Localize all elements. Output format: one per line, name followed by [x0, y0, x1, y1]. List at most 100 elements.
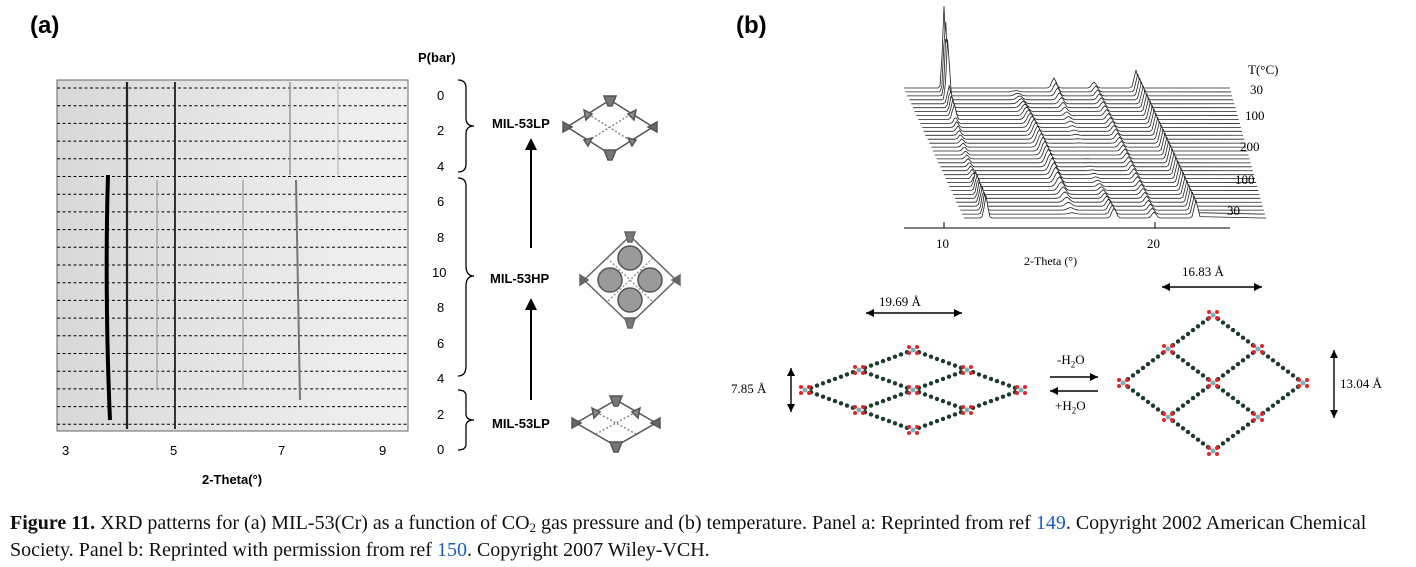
oxygen-atom: [969, 411, 973, 415]
linker-atom: [952, 372, 958, 377]
pressure-tick: 4: [437, 371, 445, 387]
linker-atom: [880, 398, 886, 404]
metal-node: [1210, 312, 1216, 318]
panel-a-x-axis-label: 2-Theta(°): [202, 472, 263, 487]
oxygen-atom: [1297, 384, 1301, 388]
metal-node: [856, 407, 862, 413]
linker-atom: [1190, 395, 1196, 401]
linker-atom: [994, 396, 1000, 402]
oxygen-atom: [1215, 384, 1219, 388]
linker-atom: [874, 401, 880, 406]
ref-link-150[interactable]: 150: [436, 539, 467, 561]
linker-atom: [874, 361, 880, 366]
linker-atom: [1195, 437, 1201, 442]
metal-node: [910, 427, 916, 433]
dehydration-label: -H2O: [1057, 352, 1085, 370]
linker-atom: [1175, 407, 1181, 412]
oxygen-atom: [799, 385, 803, 389]
xrd-trace: [964, 195, 1266, 219]
linker-atom: [874, 374, 880, 379]
linker-atom: [994, 378, 1000, 384]
linker-atom: [1185, 331, 1191, 337]
linker-atom: [1135, 392, 1141, 397]
panel-b-x-axis-label: 2-Theta (°): [1024, 254, 1078, 268]
linker-atom: [1235, 361, 1241, 367]
linker-atom: [928, 394, 934, 399]
oxygen-atom: [961, 365, 965, 369]
metal-node: [1165, 414, 1171, 420]
linker-atom: [892, 354, 898, 359]
linker-atom: [886, 356, 892, 362]
linker-atom: [1240, 358, 1246, 363]
metal-node: [910, 347, 916, 353]
linker-atom: [892, 394, 898, 399]
linker-atom: [934, 356, 940, 362]
oxygen-atom: [1305, 384, 1309, 388]
caption-text-2: gas pressure and (b) temperature. Panel …: [536, 512, 1036, 534]
oxygen-atom: [1207, 310, 1211, 314]
figure-caption: Figure 11. XRD patterns for (a) MIL-53(C…: [10, 510, 1410, 564]
xrd-trace: [922, 109, 1241, 128]
xrd-trace: [925, 117, 1244, 136]
linker-atom: [1290, 388, 1296, 393]
arrowhead-top: [525, 138, 537, 150]
linker-atom: [946, 401, 952, 406]
oxygen-atom: [861, 405, 865, 409]
linker-atom: [826, 396, 832, 402]
linker-atom: [1135, 369, 1141, 374]
linker-atom: [826, 378, 832, 384]
linker-atom: [814, 392, 820, 397]
linker-atom: [1245, 422, 1251, 427]
metal-node: [1120, 380, 1126, 386]
pressure-tick: 10: [432, 265, 447, 280]
metal-node: [1210, 448, 1216, 454]
linker-atom: [952, 403, 958, 408]
linker-atom: [1175, 354, 1181, 359]
metal-node: [1210, 380, 1216, 386]
oxygen-atom: [907, 385, 911, 389]
oxygen-atom: [1162, 412, 1166, 416]
linker-atom: [1270, 403, 1276, 408]
ref-link-149[interactable]: 149: [1035, 512, 1066, 534]
linker-atom: [928, 354, 934, 359]
linker-atom: [976, 403, 982, 408]
linker-atom: [940, 416, 946, 422]
oxygen-atom: [1207, 452, 1211, 456]
linker-atom: [1225, 369, 1231, 374]
oxygen-atom: [1015, 385, 1019, 389]
oxygen-atom: [1117, 384, 1121, 388]
brace-middle: [457, 177, 475, 377]
temperature-header: T(°C): [1248, 62, 1279, 77]
linker-atom: [928, 421, 934, 426]
structure-diagrams-b: [787, 283, 1338, 456]
metal-node: [1018, 387, 1024, 393]
linker-atom: [1200, 388, 1206, 393]
linker-atom: [898, 392, 904, 397]
linker-atom: [1230, 365, 1236, 371]
oxygen-atom: [853, 365, 857, 369]
narrow-pore-lattice: [799, 345, 1027, 435]
linker-atom: [1265, 407, 1271, 412]
oxygen-atom: [853, 371, 857, 375]
linker-atom: [1200, 441, 1206, 446]
linker-atom: [922, 392, 928, 397]
pressure-tick: 2: [437, 406, 445, 422]
oxygen-atom: [1252, 350, 1256, 354]
oxygen-atom: [907, 425, 911, 429]
linker-atom: [946, 361, 952, 366]
linker-atom: [868, 372, 874, 377]
linker-atom: [1225, 324, 1231, 329]
linker-atom: [820, 381, 826, 386]
linker-atom: [1265, 354, 1271, 359]
linker-atom: [934, 378, 940, 384]
pressure-tick: 8: [437, 229, 445, 245]
linker-atom: [1180, 403, 1186, 408]
linker-atom: [946, 414, 952, 419]
metal-node: [856, 367, 862, 373]
linker-atom: [952, 412, 958, 417]
xrd-trace: [952, 176, 1260, 195]
oxygen-atom: [861, 371, 865, 375]
plot-area: [56, 79, 409, 432]
metal-node: [910, 387, 916, 393]
hydration-label: +H2O: [1055, 398, 1086, 416]
